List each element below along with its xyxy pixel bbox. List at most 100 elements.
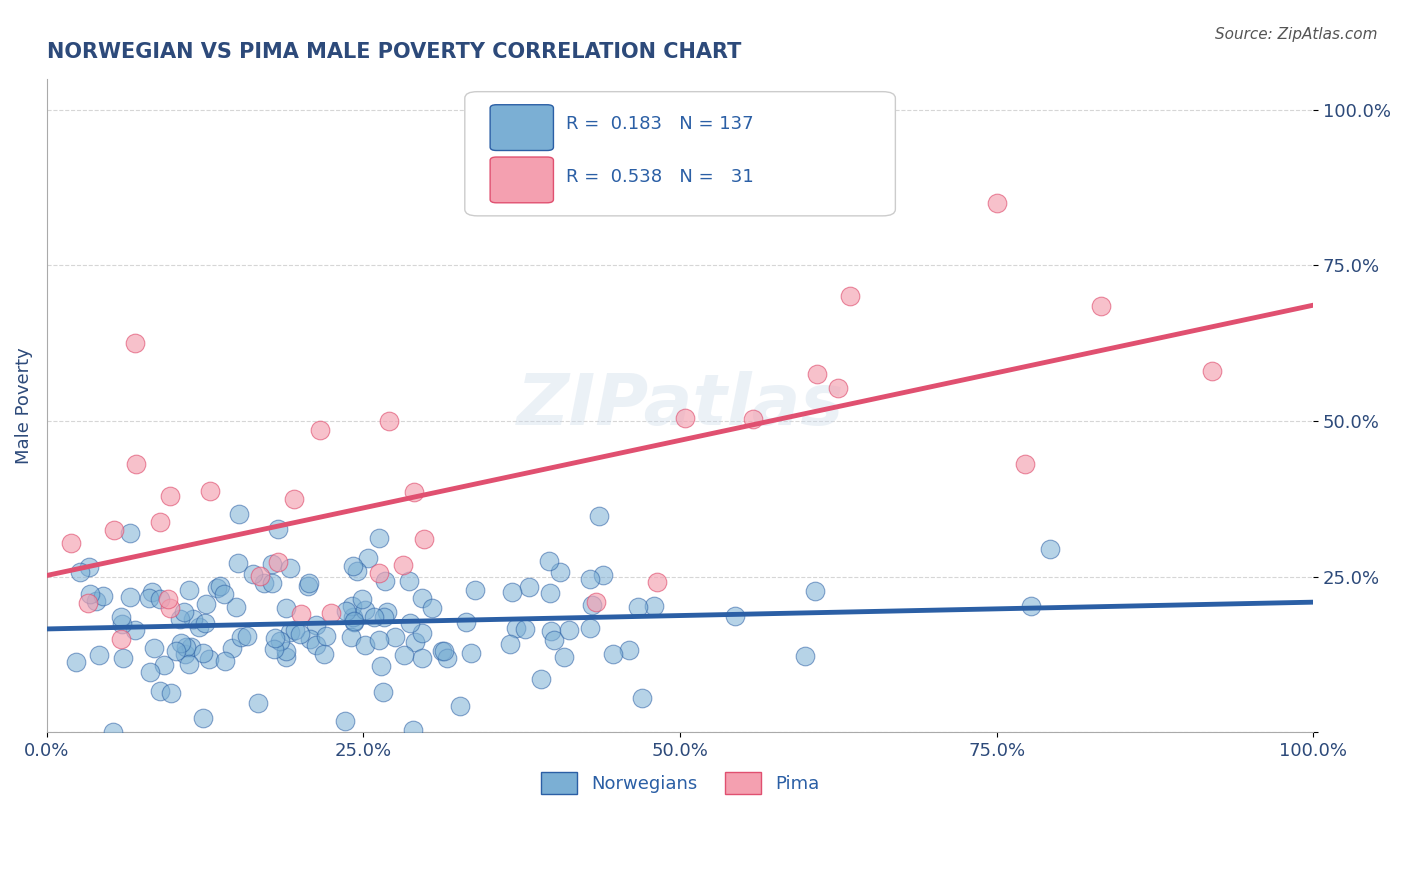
- Point: [384, 630, 406, 644]
- Point: [214, 654, 236, 668]
- Point: [91, 589, 114, 603]
- Point: [297, 579, 319, 593]
- Point: [430, 644, 453, 658]
- Point: [354, 639, 377, 653]
- Point: [368, 633, 391, 648]
- Point: [269, 634, 291, 648]
- Point: [152, 657, 174, 672]
- Point: [290, 607, 312, 622]
- FancyBboxPatch shape: [491, 104, 554, 151]
- Point: [181, 612, 204, 626]
- Point: [142, 640, 165, 655]
- Point: [501, 585, 523, 599]
- Point: [160, 686, 183, 700]
- Point: [460, 646, 482, 660]
- Point: [464, 583, 486, 598]
- Point: [343, 614, 366, 628]
- Point: [724, 608, 747, 623]
- Point: [411, 626, 433, 640]
- Point: [267, 556, 290, 570]
- Point: [253, 575, 276, 590]
- Point: [499, 637, 522, 651]
- Point: [619, 643, 641, 657]
- Point: [247, 696, 270, 710]
- Point: [342, 558, 364, 573]
- Point: [537, 554, 560, 568]
- Point: [188, 620, 211, 634]
- Point: [86, 594, 108, 608]
- Point: [284, 623, 307, 637]
- Point: [505, 621, 527, 635]
- Point: [212, 587, 235, 601]
- Point: [124, 623, 146, 637]
- Point: [69, 565, 91, 579]
- Point: [1090, 299, 1112, 313]
- Point: [65, 655, 87, 669]
- Point: [195, 597, 218, 611]
- Point: [169, 612, 191, 626]
- Legend: Norwegians, Pima: Norwegians, Pima: [533, 765, 827, 802]
- Point: [333, 714, 356, 728]
- Point: [806, 368, 828, 382]
- Point: [267, 522, 290, 536]
- Point: [309, 424, 332, 438]
- Point: [173, 606, 195, 620]
- Point: [79, 587, 101, 601]
- Point: [643, 599, 665, 614]
- Point: [558, 623, 581, 637]
- Point: [377, 605, 399, 619]
- Point: [177, 583, 200, 598]
- Point: [368, 566, 391, 580]
- Point: [433, 644, 456, 658]
- Point: [540, 624, 562, 639]
- Point: [838, 289, 860, 303]
- Point: [112, 651, 135, 665]
- Point: [149, 684, 172, 698]
- Point: [627, 599, 650, 614]
- Point: [411, 591, 433, 605]
- Point: [402, 485, 425, 500]
- Point: [274, 650, 297, 665]
- Point: [374, 574, 396, 589]
- Point: [402, 723, 425, 737]
- Point: [579, 621, 602, 635]
- Point: [399, 615, 422, 630]
- Point: [538, 586, 561, 600]
- Point: [404, 635, 426, 649]
- Point: [276, 644, 298, 658]
- Point: [125, 457, 148, 471]
- Point: [352, 592, 374, 607]
- Point: [228, 508, 250, 522]
- Point: [174, 640, 197, 654]
- Point: [363, 610, 385, 624]
- Point: [346, 565, 368, 579]
- Point: [986, 196, 1008, 211]
- Point: [124, 335, 146, 350]
- Text: R =  0.538   N =   31: R = 0.538 N = 31: [567, 168, 754, 186]
- Point: [139, 665, 162, 679]
- Point: [290, 626, 312, 640]
- Point: [111, 617, 134, 632]
- Point: [392, 648, 415, 662]
- Point: [342, 615, 364, 629]
- Point: [412, 533, 434, 547]
- Point: [340, 631, 363, 645]
- Point: [342, 609, 364, 624]
- Point: [548, 565, 571, 579]
- Point: [335, 604, 357, 618]
- Point: [221, 641, 243, 656]
- Point: [263, 641, 285, 656]
- Point: [631, 691, 654, 706]
- Point: [198, 651, 221, 665]
- Point: [77, 596, 100, 610]
- Point: [264, 631, 287, 645]
- Point: [411, 651, 433, 665]
- Point: [513, 622, 536, 636]
- Point: [1201, 364, 1223, 378]
- Point: [1014, 457, 1036, 471]
- Point: [200, 483, 222, 498]
- Point: [169, 636, 191, 650]
- Point: [149, 515, 172, 529]
- Point: [110, 609, 132, 624]
- Point: [110, 632, 132, 646]
